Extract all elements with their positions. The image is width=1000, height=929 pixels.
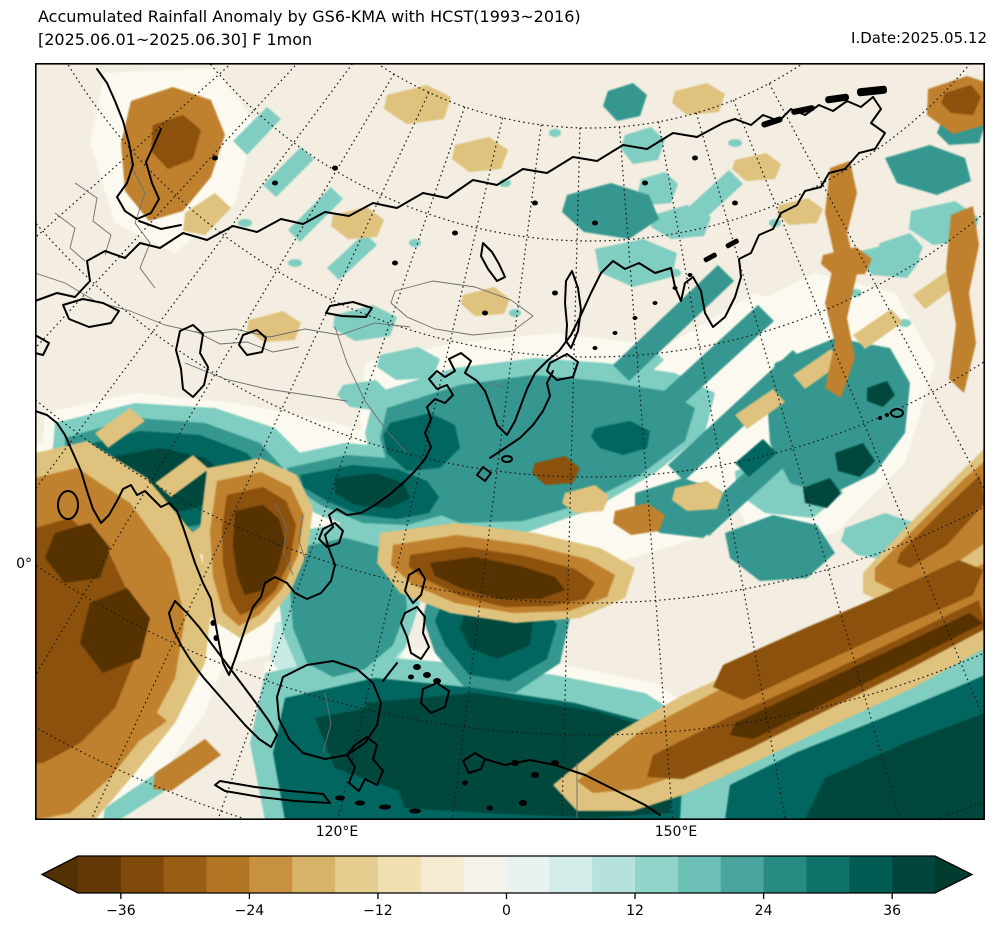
colorbar-segment [377, 856, 422, 893]
colorbar-segment [78, 856, 122, 893]
map-frame [35, 63, 985, 820]
colorbar-segment [506, 856, 550, 893]
init-date-label: I.Date:2025.05.12 [851, 29, 987, 47]
colorbar-tick-label: 24 [755, 903, 773, 919]
y-tick-label-equator: 0° [16, 556, 32, 572]
colorbar: −36 −24 −12 0 12 24 36 [40, 855, 974, 919]
colorbar-segment [677, 856, 722, 893]
colorbar-outline [40, 855, 974, 894]
colorbar-tick-label: 0 [502, 903, 511, 919]
coastlines [35, 68, 904, 816]
island-dots [210, 85, 889, 814]
map-canvas [35, 63, 985, 820]
colorbar-over-arrow [935, 856, 972, 893]
colorbar-segment [849, 856, 893, 893]
colorbar-tick-label: −36 [106, 903, 136, 919]
graticule [35, 63, 985, 820]
colorbar-segment [420, 856, 465, 893]
colorbar-tick-label: −24 [235, 903, 265, 919]
figure-title: Accumulated Rainfall Anomaly by GS6-KMA … [38, 7, 581, 26]
colorbar-under-arrow [42, 856, 78, 893]
figure-header: Accumulated Rainfall Anomaly by GS6-KMA … [38, 5, 581, 51]
colorbar-segment [335, 856, 379, 893]
colorbar-segment [120, 856, 165, 893]
colorbar-segment [635, 856, 679, 893]
colorbar-segment [163, 856, 208, 893]
colorbar-segment [763, 856, 807, 893]
colorbar-segment [720, 856, 765, 893]
colorbar-segment [206, 856, 250, 893]
colorbar-segment [549, 856, 593, 893]
colorbar-segment [592, 856, 636, 893]
colorbar-segment [463, 856, 507, 893]
colorbar-tick-label: 36 [883, 903, 901, 919]
figure-subtitle: [2025.06.01~2025.06.30] F 1mon [38, 30, 313, 49]
anomaly-dry-darkest [45, 505, 983, 739]
x-tick-label-150e: 150°E [654, 824, 698, 840]
colorbar-segment [292, 856, 336, 893]
colorbar-tick-label: 12 [626, 903, 644, 919]
colorbar-segment [892, 856, 936, 893]
map-frame-border [35, 63, 985, 820]
colorbar-segment [249, 856, 293, 893]
colorbar-tick-label: −12 [363, 903, 393, 919]
x-tick-label-120e: 120°E [315, 824, 359, 840]
colorbar-segment [806, 856, 850, 893]
